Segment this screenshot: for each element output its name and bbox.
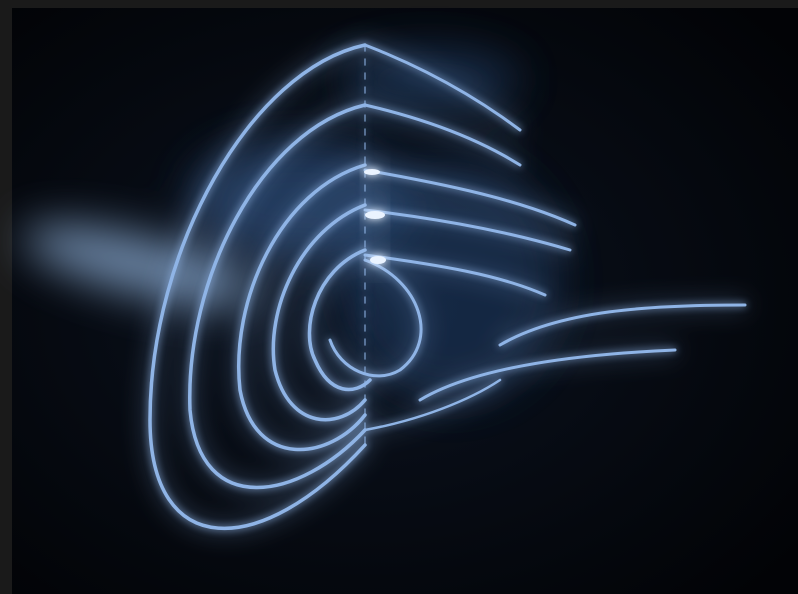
bright-spots	[364, 169, 386, 264]
haze	[23, 50, 560, 400]
light-trails	[148, 43, 747, 531]
